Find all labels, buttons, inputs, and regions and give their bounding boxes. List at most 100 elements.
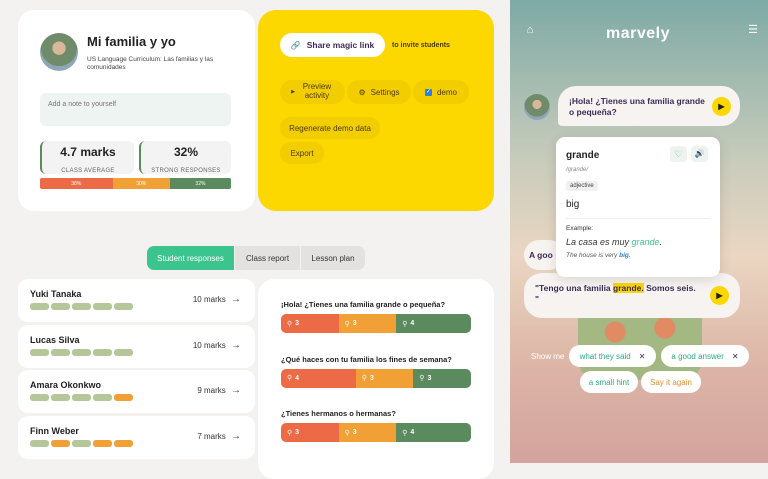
chip-what-they-said[interactable]: what they said ✕ [569, 345, 656, 367]
show-me-label: Show me [531, 352, 565, 361]
tab-lesson-plan[interactable]: Lesson plan [301, 246, 365, 270]
arrow-right-icon[interactable]: → [231, 430, 241, 442]
demo-label: demo [436, 87, 457, 97]
person-icon: ⚲ [402, 320, 408, 328]
arrow-right-icon[interactable]: → [231, 339, 241, 351]
regenerate-demo-data-button[interactable]: Regenerate demo data [280, 117, 380, 139]
score-segment [30, 439, 49, 447]
score-segment[interactable]: ⚲ 3 [338, 314, 397, 333]
export-button[interactable]: Export [280, 142, 324, 164]
student-marks: 7 marks → [197, 430, 241, 442]
favorite-button[interactable]: ♡ [670, 146, 687, 162]
class-average-value: 4.7 marks [60, 145, 116, 159]
close-icon[interactable]: ✕ [731, 351, 739, 361]
student-score-bars [30, 439, 133, 447]
question-score-bar[interactable]: ⚲ 4 ⚲ 3 ⚲ 3 [281, 368, 471, 388]
score-segment [72, 394, 91, 401]
word-phonetic: /grande/ [566, 167, 589, 173]
play-answer-button[interactable]: ▶ [710, 286, 729, 305]
student-score-bars [30, 394, 133, 401]
tutor-avatar [524, 94, 550, 120]
partial-text: A goo [529, 250, 553, 260]
student-row[interactable]: Amara Okonkwo 9 marks → [18, 370, 255, 413]
settings-label: Settings [370, 87, 400, 97]
gear-icon: ⚙ [358, 87, 366, 97]
example-sentence: La casa es muy grande. [566, 237, 663, 247]
settings-button[interactable]: ⚙ Settings [347, 80, 411, 104]
distribution-segment: 30% [112, 178, 170, 189]
lesson-card: Mi familia y yo US Language Curriculum: … [18, 10, 255, 211]
answer-text: "Tengo una familia grande. Somos seis. " [535, 283, 696, 305]
class-average-stat: 4.7 marks CLASS AVERAGE [40, 141, 134, 174]
score-segment [93, 439, 112, 447]
checkbox-icon[interactable]: ✓ [424, 88, 432, 96]
prompt-text: ¡Hola! ¿Tienes una familia grande o pequ… [569, 96, 705, 118]
student-row[interactable]: Finn Weber 7 marks → [18, 415, 255, 459]
score-segment [72, 439, 91, 447]
preview-activity-button[interactable]: ▶ Preview activity [280, 80, 345, 104]
share-hint: to invite students [392, 42, 450, 49]
home-icon[interactable]: ⌂ [526, 24, 534, 36]
audio-button[interactable]: 🔊 [691, 146, 708, 162]
score-segment [72, 348, 91, 356]
score-segment[interactable]: ⚲ 3 [281, 314, 339, 333]
divider [566, 218, 710, 219]
student-name: Finn Weber [30, 425, 79, 436]
person-icon: ⚲ [419, 375, 425, 382]
question-score-bar[interactable]: ⚲ 3 ⚲ 3 ⚲ 4 [281, 314, 471, 333]
demo-toggle[interactable]: ✓ demo [413, 80, 469, 104]
score-segment [30, 348, 49, 356]
say-it-again-button[interactable]: Say it again [641, 371, 701, 393]
score-segment[interactable]: ⚲ 3 [413, 368, 471, 388]
score-segment [51, 348, 70, 356]
student-name: Yuki Tanaka [30, 289, 82, 299]
score-segment[interactable]: ⚲ 4 [281, 368, 356, 388]
score-segment [114, 303, 133, 310]
distribution-segment: 38% [40, 178, 113, 189]
arrow-right-icon[interactable]: → [231, 294, 241, 305]
student-marks: 10 marks → [192, 294, 241, 305]
score-segment [51, 394, 70, 401]
menu-icon[interactable]: ☰ [748, 24, 758, 36]
score-segment [30, 303, 49, 310]
tab-class-report[interactable]: Class report [235, 246, 300, 270]
close-icon[interactable]: ✕ [638, 351, 646, 361]
lesson-avatar [40, 33, 78, 71]
person-icon: ⚲ [287, 320, 293, 328]
lesson-subtitle: US Language Curriculum: Las familias y l… [87, 56, 214, 72]
score-segment[interactable]: ⚲ 4 [396, 314, 471, 333]
question-score-bar[interactable]: ⚲ 3 ⚲ 3 ⚲ 4 [281, 423, 471, 442]
student-name: Lucas Silva [30, 334, 80, 345]
chip-a-small-hint[interactable]: a small hint [580, 371, 638, 393]
score-segment [51, 439, 70, 447]
student-score-bars [30, 303, 133, 310]
actions-panel: 🔗 Share magic link to invite students ▶ Pr… [258, 10, 494, 211]
play-prompt-button[interactable]: ▶ [712, 97, 731, 116]
tutor-prompt-bubble: ¡Hola! ¿Tienes una familia grande o pequ… [558, 86, 740, 126]
distribution-bar: 38% 30% 32% [40, 178, 231, 189]
note-input[interactable] [40, 93, 231, 126]
share-label: Share magic link [306, 40, 375, 50]
score-segment[interactable]: ⚲ 3 [338, 423, 397, 442]
person-icon: ⚲ [287, 429, 293, 437]
word-term: grande [566, 150, 600, 161]
score-segment [114, 348, 133, 356]
score-segment [30, 394, 49, 401]
student-marks: 9 marks → [197, 385, 241, 396]
person-icon: ⚲ [402, 429, 408, 437]
student-row[interactable]: Lucas Silva 10 marks → [18, 324, 255, 368]
arrow-right-icon[interactable]: → [231, 385, 241, 396]
tab-student-responses[interactable]: Student responses [147, 246, 234, 270]
chip-a-good-answer[interactable]: a good answer ✕ [661, 345, 749, 367]
example-translation: The house is very big. [566, 252, 631, 259]
score-segment [93, 394, 112, 401]
share-magic-link-button[interactable]: 🔗 Share magic link [280, 33, 385, 57]
score-segment[interactable]: ⚲ 3 [281, 423, 339, 442]
score-segment[interactable]: ⚲ 4 [396, 423, 471, 442]
example-label: Example: [566, 225, 594, 232]
student-row[interactable]: Yuki Tanaka 10 marks → [18, 279, 255, 322]
strong-responses-stat: 32% STRONG RESPONSES [139, 141, 231, 174]
score-segment [114, 439, 133, 447]
score-segment[interactable]: ⚲ 3 [355, 368, 414, 388]
score-segment [93, 348, 112, 356]
